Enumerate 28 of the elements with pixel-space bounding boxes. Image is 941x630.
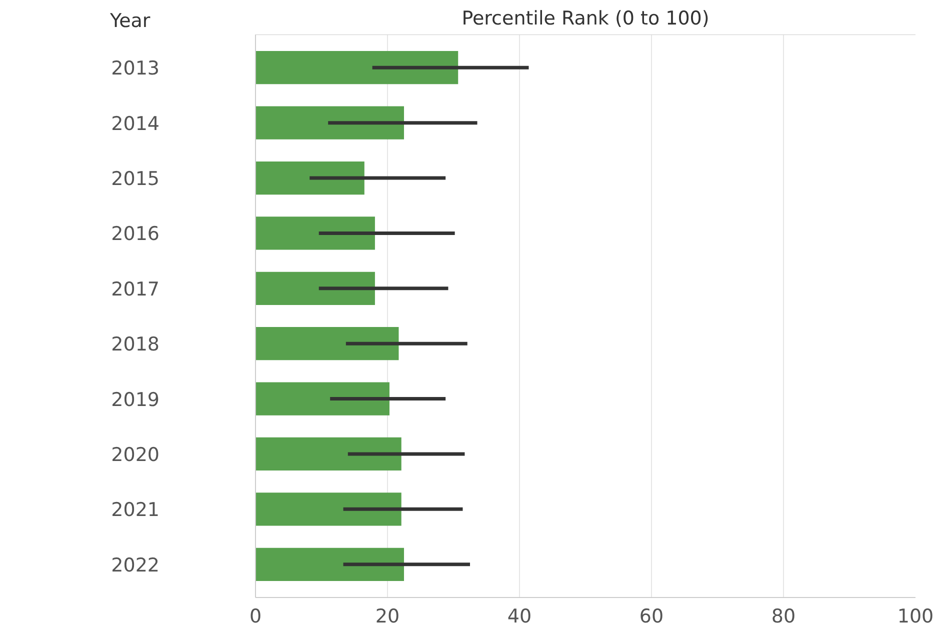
bar — [256, 51, 458, 84]
bar — [256, 106, 404, 140]
y-tick-label: 2018 — [111, 334, 160, 356]
y-tick-label: 2017 — [111, 278, 160, 300]
y-tick-label: 2016 — [111, 223, 160, 246]
x-tick-label: 100 — [897, 606, 934, 628]
y-axis-title: Year — [110, 9, 150, 34]
bar — [256, 382, 390, 416]
bar — [256, 492, 402, 526]
x-tick-label: 40 — [507, 606, 532, 628]
x-tick-label: 80 — [771, 606, 796, 628]
bar — [256, 216, 375, 250]
bar — [256, 548, 404, 581]
y-tick-label: 2013 — [111, 58, 160, 80]
x-tick-label: 20 — [375, 606, 400, 628]
y-tick-label: 2015 — [111, 168, 160, 190]
bar — [256, 327, 399, 360]
y-tick-label: 2021 — [111, 499, 160, 522]
bar — [256, 161, 364, 195]
y-tick-label: 2022 — [111, 554, 160, 576]
y-tick-label: 2014 — [111, 112, 160, 135]
chart-title: Percentile Rank (0 to 100) — [462, 8, 710, 30]
bar — [256, 272, 375, 305]
bar — [256, 437, 402, 471]
y-tick-label: 2020 — [111, 444, 160, 466]
x-tick-label: 0 — [249, 606, 262, 628]
y-tick-label: 2019 — [111, 388, 160, 411]
x-tick-label: 60 — [639, 606, 664, 628]
